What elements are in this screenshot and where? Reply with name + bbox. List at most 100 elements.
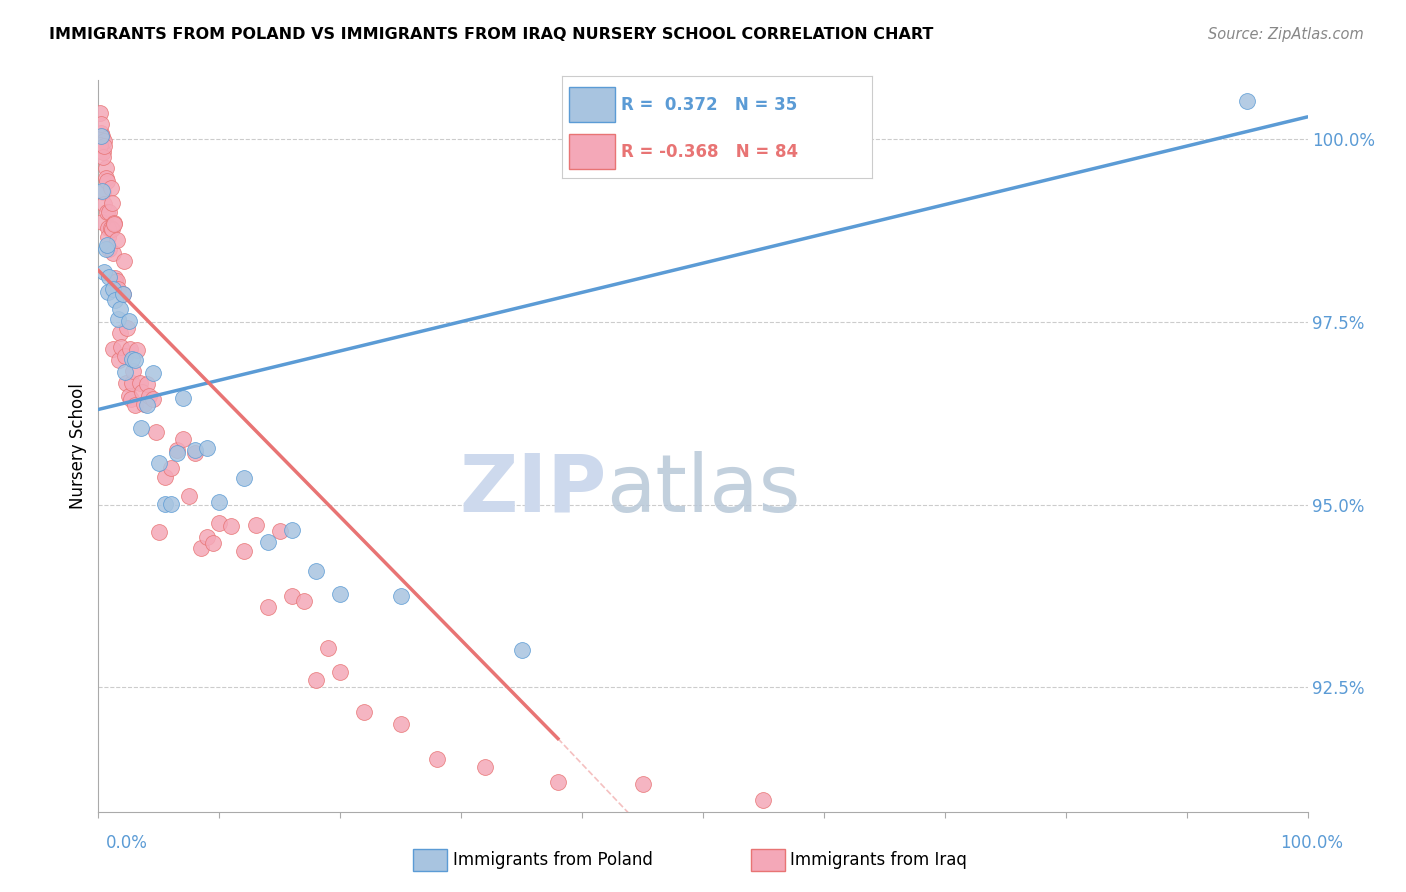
Point	[547, 775, 569, 789]
Point	[94, 171, 117, 186]
Point	[353, 706, 375, 720]
Point	[91, 186, 114, 200]
Point	[128, 376, 150, 391]
Point	[245, 518, 267, 533]
Text: Immigrants from Iraq: Immigrants from Iraq	[790, 851, 967, 869]
Point	[389, 717, 412, 731]
Point	[316, 640, 339, 655]
Point	[94, 161, 117, 175]
Point	[179, 489, 201, 503]
Point	[510, 643, 533, 657]
Point	[160, 461, 183, 475]
Point	[98, 270, 121, 285]
Point	[98, 243, 121, 257]
Point	[426, 752, 449, 766]
Point	[91, 184, 114, 198]
Point	[256, 534, 278, 549]
Point	[281, 524, 304, 538]
Point	[104, 270, 127, 285]
Point	[89, 138, 111, 153]
Point	[105, 233, 128, 247]
Point	[281, 590, 304, 604]
Point	[111, 286, 134, 301]
Point	[91, 128, 114, 143]
Text: Immigrants from Poland: Immigrants from Poland	[453, 851, 652, 869]
Point	[107, 312, 129, 326]
Point	[631, 777, 654, 791]
Point	[98, 205, 121, 219]
Point	[101, 342, 124, 356]
Point	[117, 321, 139, 335]
Point	[135, 377, 157, 392]
Point	[153, 497, 176, 511]
FancyBboxPatch shape	[568, 135, 614, 169]
Point	[142, 367, 165, 381]
Point	[111, 287, 134, 301]
Point	[91, 145, 114, 159]
Point	[96, 173, 118, 187]
Point	[107, 282, 129, 296]
Point	[873, 820, 896, 834]
Point	[329, 665, 352, 679]
Point	[90, 118, 112, 132]
Point	[221, 518, 243, 533]
Point	[124, 352, 146, 367]
Point	[118, 342, 141, 356]
Point	[208, 516, 231, 530]
Point	[100, 181, 122, 195]
Point	[120, 392, 142, 406]
Point	[184, 446, 207, 460]
Point	[166, 446, 188, 460]
Point	[100, 196, 122, 211]
Point	[329, 587, 352, 601]
Point	[752, 793, 775, 807]
Point	[160, 497, 183, 511]
Point	[172, 432, 194, 446]
Point	[114, 349, 136, 363]
Point	[153, 470, 176, 484]
Point	[115, 376, 138, 391]
Text: ZIP: ZIP	[458, 450, 606, 529]
Point	[96, 238, 118, 252]
Point	[121, 376, 143, 390]
Point	[94, 242, 117, 256]
Point	[108, 353, 131, 368]
Point	[305, 673, 328, 687]
Point	[100, 220, 122, 235]
Point	[208, 494, 231, 508]
Point	[103, 217, 125, 231]
FancyBboxPatch shape	[568, 87, 614, 122]
Point	[256, 599, 278, 614]
Point	[101, 282, 124, 296]
Text: Source: ZipAtlas.com: Source: ZipAtlas.com	[1208, 27, 1364, 42]
Point	[142, 392, 165, 406]
Point	[195, 530, 218, 544]
Point	[202, 536, 225, 550]
Point	[96, 204, 118, 219]
Point	[172, 391, 194, 405]
Text: IMMIGRANTS FROM POLAND VS IMMIGRANTS FROM IRAQ NURSERY SCHOOL CORRELATION CHART: IMMIGRANTS FROM POLAND VS IMMIGRANTS FRO…	[49, 27, 934, 42]
Text: atlas: atlas	[606, 450, 800, 529]
Text: R = -0.368   N = 84: R = -0.368 N = 84	[621, 143, 799, 161]
Point	[134, 397, 156, 411]
Point	[93, 265, 115, 279]
Y-axis label: Nursery School: Nursery School	[69, 383, 87, 509]
Point	[190, 541, 212, 555]
Point	[118, 389, 141, 403]
Point	[97, 229, 120, 244]
Text: R =  0.372   N = 35: R = 0.372 N = 35	[621, 95, 797, 113]
Point	[138, 389, 160, 403]
Point	[195, 442, 218, 456]
Point	[118, 314, 141, 328]
Point	[108, 326, 131, 340]
Point	[148, 456, 170, 470]
Point	[474, 760, 496, 774]
Point	[305, 564, 328, 578]
Point	[148, 525, 170, 540]
Point	[89, 106, 111, 120]
Point	[127, 343, 149, 357]
Point	[108, 301, 131, 316]
Point	[101, 246, 124, 260]
Point	[135, 399, 157, 413]
Point	[93, 197, 115, 211]
